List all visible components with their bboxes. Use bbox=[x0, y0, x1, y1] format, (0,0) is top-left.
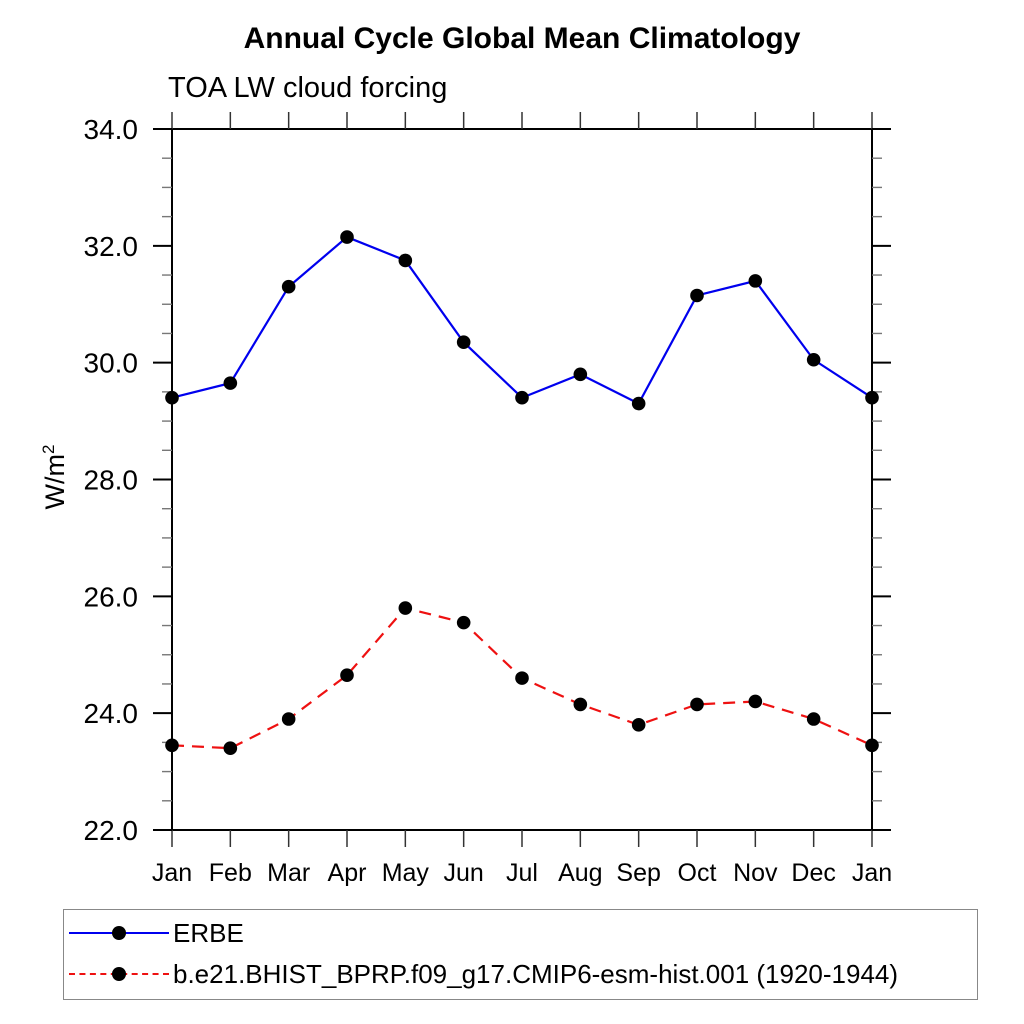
data-point-series-1 bbox=[806, 712, 821, 726]
data-point-series-1 bbox=[865, 738, 879, 753]
data-point-series-1 bbox=[748, 694, 763, 709]
y-axis-tick-label: 34.0 bbox=[84, 114, 139, 145]
data-point-series-0 bbox=[690, 288, 704, 303]
data-point-series-0 bbox=[748, 274, 763, 288]
data-point-series-0 bbox=[456, 335, 471, 350]
data-point-series-1 bbox=[165, 738, 179, 753]
x-axis-tick-label: Jan bbox=[152, 859, 192, 887]
legend-entry-erbe: ERBE bbox=[69, 917, 244, 948]
data-point-series-1 bbox=[223, 741, 238, 756]
y-axis-tick-label: 28.0 bbox=[84, 465, 139, 496]
legend-marker-dot bbox=[112, 926, 126, 940]
data-point-series-1 bbox=[456, 615, 471, 630]
data-point-series-0 bbox=[340, 230, 354, 244]
x-axis-tick-label: Mar bbox=[267, 859, 310, 887]
data-point-series-1 bbox=[690, 697, 704, 712]
data-point-series-0 bbox=[865, 390, 879, 405]
data-point-series-0 bbox=[165, 390, 179, 405]
x-axis-tick-label: Nov bbox=[733, 859, 778, 887]
x-axis-tick-label: Sep bbox=[616, 859, 660, 887]
data-point-series-1 bbox=[281, 712, 296, 726]
chart-subtitle: TOA LW cloud forcing bbox=[168, 72, 448, 104]
x-axis-tick-label: Apr bbox=[328, 859, 367, 887]
chart-title: Annual Cycle Global Mean Climatology bbox=[243, 22, 801, 55]
data-point-series-0 bbox=[223, 376, 238, 390]
y-axis-tick-label: 24.0 bbox=[84, 698, 139, 729]
data-point-series-1 bbox=[573, 697, 588, 712]
data-point-series-1 bbox=[398, 601, 413, 615]
data-point-series-0 bbox=[573, 367, 588, 382]
legend-marker-dot bbox=[112, 967, 126, 981]
data-point-series-1 bbox=[631, 718, 646, 732]
legend-entry-model: b.e21.BHIST_BPRP.f09_g17.CMIP6-esm-hist.… bbox=[69, 958, 899, 989]
x-axis-tick-label: Jan bbox=[852, 859, 892, 887]
data-point-series-0 bbox=[398, 253, 413, 268]
y-axis-tick-label: 32.0 bbox=[84, 231, 139, 262]
x-axis-tick-label: Aug bbox=[558, 859, 602, 887]
data-point-series-1 bbox=[340, 668, 354, 682]
data-point-series-1 bbox=[515, 671, 529, 685]
x-axis-tick-label: Feb bbox=[209, 859, 252, 887]
x-axis-tick-label: Jul bbox=[506, 859, 538, 887]
series-line-0 bbox=[171, 235, 873, 406]
data-point-series-0 bbox=[515, 390, 529, 405]
legend-swatch-model bbox=[69, 960, 169, 988]
legend-swatch-erbe bbox=[69, 919, 169, 947]
y-axis-tick-label: 26.0 bbox=[84, 581, 139, 612]
x-axis-tick-label: Oct bbox=[678, 859, 717, 887]
x-axis-tick-label: Dec bbox=[791, 859, 835, 887]
legend-label-model: b.e21.BHIST_BPRP.f09_g17.CMIP6-esm-hist.… bbox=[173, 958, 899, 989]
x-axis-tick-label: Jun bbox=[444, 859, 484, 887]
legend-label-erbe: ERBE bbox=[173, 917, 244, 948]
y-axis-tick-label: 22.0 bbox=[84, 815, 139, 846]
data-point-series-0 bbox=[631, 396, 646, 411]
data-point-series-0 bbox=[281, 279, 296, 294]
legend: ERBE b.e21.BHIST_BPRP.f09_g17.CMIP6-esm-… bbox=[63, 909, 978, 1000]
y-axis-tick-label: 30.0 bbox=[84, 348, 139, 379]
data-point-series-0 bbox=[806, 352, 821, 367]
x-axis-tick-label: May bbox=[382, 859, 430, 887]
